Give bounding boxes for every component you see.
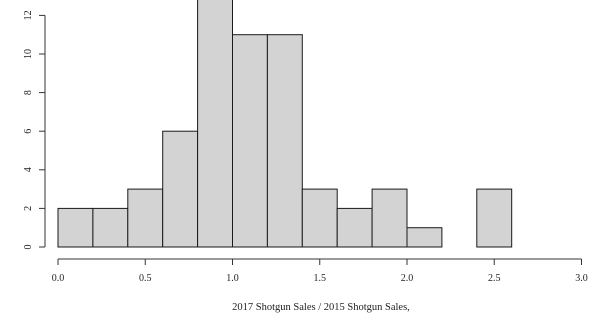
histogram-bar (162, 130, 199, 248)
y-axis: 0 2 4 6 8 10 12 (23, 10, 46, 250)
y-tick-label: 2 (23, 206, 34, 211)
y-tick-label: 0 (23, 245, 34, 250)
histogram-bar (92, 207, 129, 248)
histogram-bar (197, 0, 234, 248)
bars-group (57, 0, 513, 248)
histogram-bar (266, 34, 303, 248)
x-tick-label: 1.5 (314, 273, 327, 284)
histogram-bar (301, 188, 338, 248)
histogram-bar (127, 188, 164, 248)
histogram-bar (476, 188, 513, 248)
histogram-bar (232, 34, 268, 248)
x-tick-label: 3.0 (575, 273, 588, 284)
x-tick-label: 2.5 (488, 273, 501, 284)
y-tick-label: 8 (23, 90, 34, 95)
histogram-bar (371, 188, 408, 248)
histogram-bar (57, 207, 94, 248)
histogram-bar (336, 207, 373, 248)
y-tick-label: 12 (23, 10, 34, 20)
x-tick-label: 0.0 (52, 273, 65, 284)
x-tick-label: 0.5 (139, 273, 152, 284)
x-axis-title: 2017 Shotgun Sales / 2015 Shotgun Sales, (232, 302, 410, 313)
x-tick-label: 2.0 (401, 273, 414, 284)
histogram-bar (406, 227, 443, 248)
x-tick-label: 1.0 (226, 273, 239, 284)
y-tick-label: 10 (23, 49, 34, 59)
x-axis: 0.0 0.5 1.0 1.5 2.0 2.5 3.0 (52, 258, 588, 284)
y-tick-label: 6 (23, 129, 34, 134)
y-tick-label: 4 (23, 167, 34, 172)
